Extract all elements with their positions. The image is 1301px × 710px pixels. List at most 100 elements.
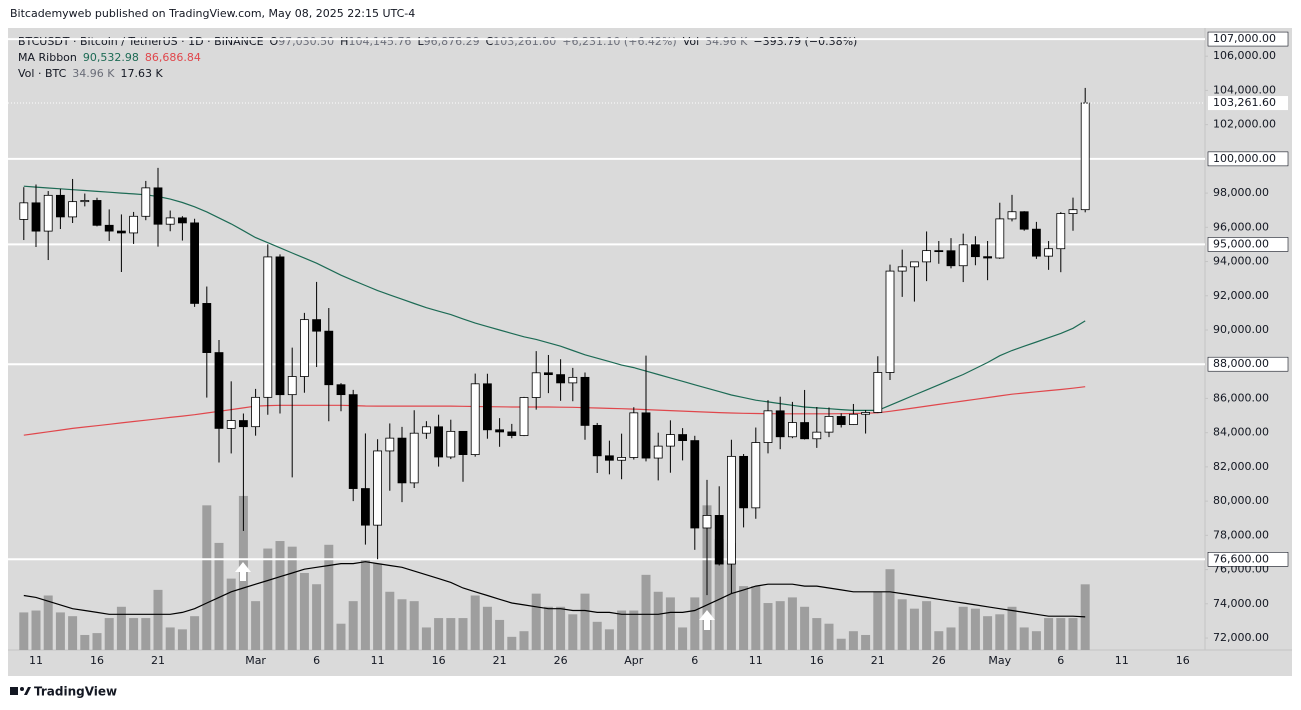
candle-body	[519, 397, 529, 436]
volume-bar	[458, 618, 468, 650]
candle-body	[434, 426, 444, 458]
candle-body	[117, 230, 126, 234]
y-tick-label: 104,000.00	[1213, 83, 1276, 96]
volume-bar	[397, 599, 407, 650]
y-tick-label: 72,000.00	[1213, 631, 1269, 644]
volume-bar	[421, 627, 431, 650]
volume-bar	[739, 586, 749, 650]
volume-bar	[726, 542, 736, 650]
volume-bar	[1044, 618, 1054, 650]
volume-bar	[1056, 618, 1066, 650]
candle-body	[885, 270, 895, 373]
volume-bar	[129, 618, 139, 650]
candle-body	[934, 250, 944, 253]
candle-body	[263, 256, 273, 398]
candle-body	[666, 434, 675, 447]
volume-bar	[495, 619, 505, 650]
volume-bar	[385, 591, 395, 650]
volume-bar	[43, 595, 53, 650]
volume-bar	[190, 616, 200, 650]
volume-bar	[580, 593, 590, 650]
candle-body	[690, 440, 700, 529]
volume-bar	[92, 633, 102, 650]
legend-item: H	[340, 35, 348, 48]
volume-bar	[55, 612, 65, 650]
legend-item: 34.96 K	[705, 35, 748, 48]
level-label: 76,600.00	[1213, 552, 1269, 565]
x-tick-label: 16	[810, 654, 824, 667]
candle-body	[739, 455, 748, 509]
candle-body	[190, 222, 200, 304]
candle-body	[214, 352, 224, 429]
candle-body	[495, 429, 505, 433]
candle-body	[226, 420, 236, 429]
level-label: 107,000.00	[1213, 32, 1276, 45]
candle-body	[605, 455, 614, 461]
publisher-line: Bitcademyweb published on TradingView.co…	[10, 7, 415, 20]
volume-bar	[690, 597, 700, 650]
candle-body	[983, 256, 992, 259]
x-tick-label: 6	[1057, 654, 1064, 667]
signal-arrow	[699, 610, 715, 630]
candle-body	[1068, 209, 1078, 214]
y-tick-label: 96,000.00	[1213, 220, 1269, 233]
candle-body	[470, 383, 480, 455]
volume-bar	[970, 608, 980, 650]
candle-body	[763, 410, 773, 443]
volume-bar	[531, 593, 541, 650]
legend-item: L	[417, 35, 424, 48]
volume-bar	[775, 601, 785, 650]
level-label-box	[1207, 552, 1289, 567]
volume-bar	[958, 606, 968, 650]
volume-bar	[653, 591, 663, 650]
volume-bar	[324, 544, 334, 650]
legend-item: MA Ribbon	[18, 51, 77, 64]
candle-body	[1056, 213, 1066, 250]
candle-body	[958, 244, 968, 267]
volume-bar	[153, 589, 163, 650]
x-tick-label: 11	[1115, 654, 1129, 667]
volume-bar	[1080, 584, 1090, 650]
volume-bar	[641, 574, 651, 650]
x-tick-label: 16	[90, 654, 104, 667]
candle-body	[324, 330, 334, 386]
x-tick-label: 11	[749, 654, 763, 667]
legend-item: 103,261.60	[493, 35, 556, 48]
candle-body	[556, 374, 565, 384]
volume-bar	[470, 595, 480, 650]
x-tick-label: 11	[29, 654, 43, 667]
volume-bar	[873, 591, 883, 650]
candle-body	[1007, 211, 1017, 220]
x-tick-label: Mar	[245, 654, 266, 667]
candle-body	[751, 442, 761, 509]
volume-bar	[763, 603, 773, 650]
candle-body	[202, 303, 212, 353]
candle-body	[971, 244, 980, 258]
y-tick-label: 78,000.00	[1213, 528, 1269, 541]
volume-bar	[800, 606, 810, 650]
volume-bar	[507, 636, 517, 650]
y-tick-label: 106,000.00	[1213, 49, 1276, 62]
x-tick-label: 16	[1176, 654, 1190, 667]
volume-bar	[678, 627, 688, 650]
candle-body	[775, 410, 785, 438]
legend-item: +6,231.10 (+6.42%)	[562, 35, 676, 48]
volume-bar	[226, 578, 236, 650]
volume-bar	[116, 606, 126, 650]
y-tick-label: 102,000.00	[1213, 118, 1276, 131]
volume-bar	[299, 572, 309, 650]
candle-body	[824, 416, 834, 433]
legend-item: 34.96 K	[72, 67, 115, 80]
legend-row: Vol · BTC 34.96 K 17.63 K	[18, 67, 163, 80]
candle-body	[177, 217, 187, 224]
candle-body	[580, 376, 590, 426]
candle-body	[336, 384, 346, 396]
volume-bar	[617, 610, 627, 650]
candle-body	[397, 437, 407, 484]
candle-body	[531, 372, 541, 398]
y-tick-label: 94,000.00	[1213, 255, 1269, 268]
volume-bar	[446, 618, 456, 650]
volume-ma-line	[23, 561, 1086, 618]
volume-bar	[836, 638, 846, 650]
volume-bar	[1031, 631, 1041, 650]
